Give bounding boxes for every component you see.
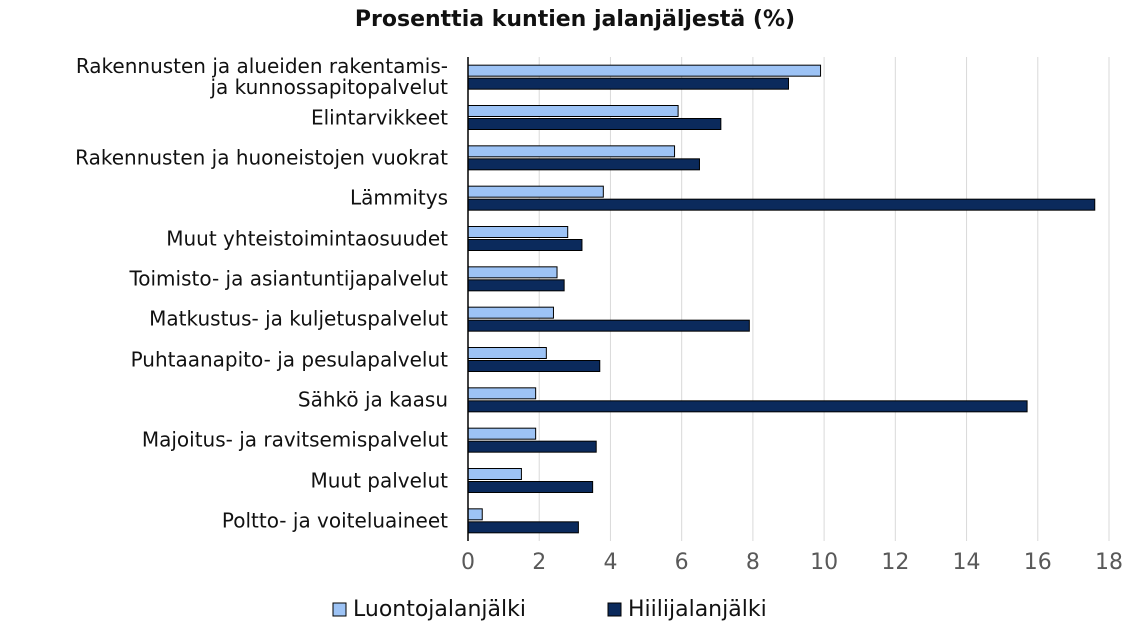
bar xyxy=(467,387,537,400)
bar xyxy=(467,226,569,238)
bar xyxy=(467,481,594,493)
x-tick-label: 6 xyxy=(675,550,689,575)
bar xyxy=(467,266,558,279)
x-tick-label: 12 xyxy=(881,550,909,575)
bar xyxy=(467,279,565,292)
y-tick-label: Majoitus- ja ravitsemispalvelut xyxy=(141,427,448,452)
x-tick-label: 10 xyxy=(810,550,838,575)
bar xyxy=(467,319,750,332)
y-tick-label: Elintarvikkeet xyxy=(310,105,448,129)
bar xyxy=(467,105,679,117)
y-tick-label: Matkustus- ja kuljetuspalvelut xyxy=(149,306,448,331)
bar xyxy=(467,347,547,359)
y-tick-label: Rakennusten ja alueiden rakentamis- ja k… xyxy=(75,54,448,100)
bar xyxy=(467,360,601,372)
legend-swatch xyxy=(607,602,622,617)
bar xyxy=(467,508,483,521)
x-tick-label: 4 xyxy=(603,550,617,575)
x-tick-label: 14 xyxy=(953,550,981,575)
bar xyxy=(467,198,1096,211)
bar xyxy=(467,118,722,130)
y-tick-label: Rakennusten ja huoneistojen vuokrat xyxy=(75,145,448,170)
y-tick-label: Toimisto- ja asiantuntijapalvelut xyxy=(129,266,448,291)
chart-title: Prosenttia kuntien jalanjäljestä (%) xyxy=(355,7,795,32)
bar xyxy=(467,400,1028,413)
x-tick-label: 16 xyxy=(1024,550,1052,575)
bar xyxy=(467,77,789,90)
y-tick-label: Sähkö ja kaasu xyxy=(297,387,448,412)
y-tick-label: Puhtaanapito- ja pesulapalvelut xyxy=(130,347,448,371)
bar xyxy=(467,185,604,198)
bar xyxy=(467,306,554,319)
y-tick-label: Lämmitys xyxy=(349,185,448,210)
legend-label: Luontojalanjälki xyxy=(353,597,526,622)
y-tick-label: Poltto- ja voiteluaineet xyxy=(221,508,448,533)
y-tick-label: Muut yhteistoimintaosuudet xyxy=(166,226,448,250)
x-tick-label: 0 xyxy=(461,550,475,575)
y-tick-label: Muut palvelut xyxy=(310,468,448,492)
legend-label: Hiilijalanjälki xyxy=(628,597,767,622)
bar xyxy=(467,145,676,158)
x-tick-label: 2 xyxy=(532,550,546,575)
bar xyxy=(467,468,522,480)
bar xyxy=(467,239,583,251)
x-tick-label: 8 xyxy=(746,550,760,575)
bar xyxy=(467,440,597,453)
bar xyxy=(467,64,822,77)
bar xyxy=(467,158,700,171)
bar xyxy=(467,427,537,440)
legend-swatch xyxy=(332,602,347,617)
x-tick-label: 18 xyxy=(1095,550,1123,575)
bar xyxy=(467,521,579,534)
